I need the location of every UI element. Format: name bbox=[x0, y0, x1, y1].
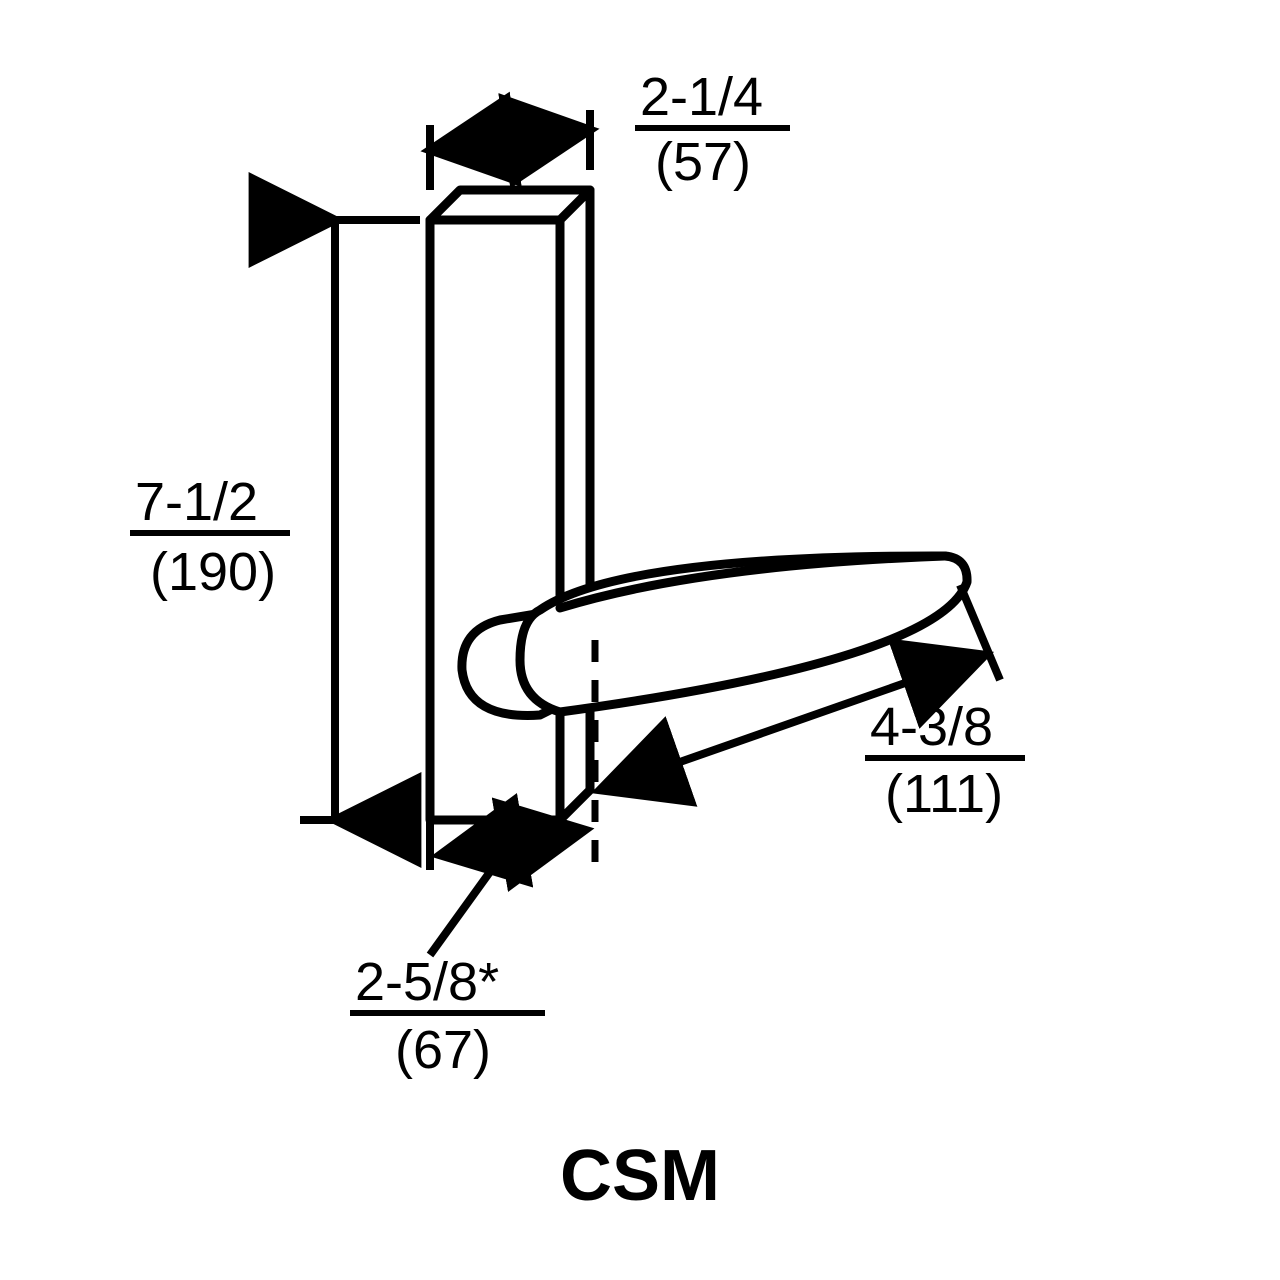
diagram-title: CSM bbox=[560, 1136, 720, 1216]
plate bbox=[430, 190, 590, 820]
dim-width bbox=[430, 110, 590, 190]
dim-backset bbox=[430, 820, 585, 955]
dim-lever-imperial: 4-3/8 bbox=[870, 697, 993, 757]
dim-height bbox=[300, 220, 420, 820]
dim-width-imperial: 2-1/4 bbox=[640, 67, 763, 127]
dim-width-metric: (57) bbox=[655, 132, 751, 192]
csm-diagram: 2-1/4 (57) 7-1/2 (190) 4-3/8 (111) 2-5/8… bbox=[0, 0, 1280, 1280]
dim-height-imperial: 7-1/2 bbox=[135, 472, 258, 532]
dim-height-metric: (190) bbox=[150, 542, 276, 602]
dim-backset-metric: (67) bbox=[395, 1020, 491, 1080]
dim-backset-imperial: 2-5/8* bbox=[355, 952, 499, 1012]
dim-lever-metric: (111) bbox=[885, 764, 1003, 824]
